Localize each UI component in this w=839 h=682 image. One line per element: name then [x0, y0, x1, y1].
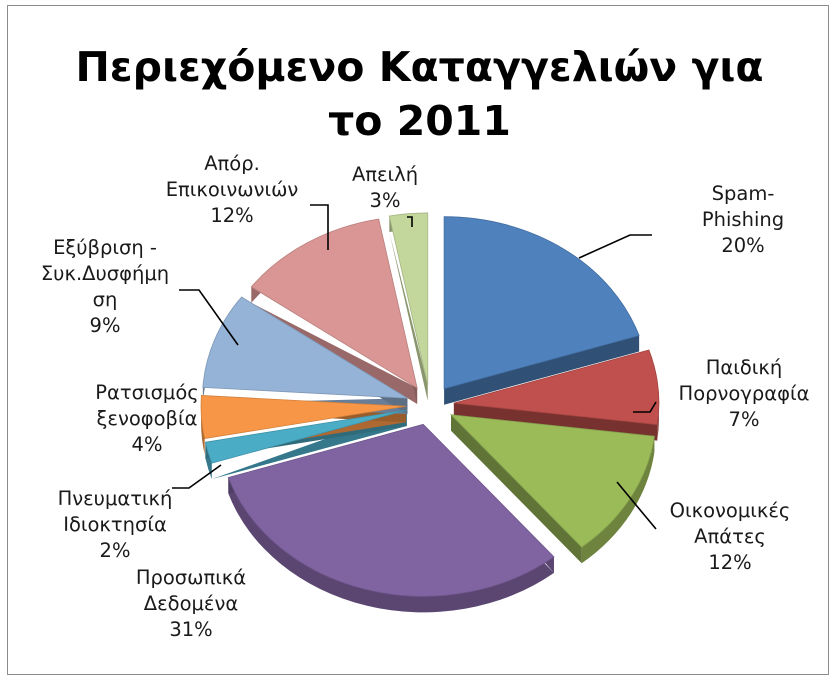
data-label-text: Ιδιοκτησία	[63, 513, 167, 536]
data-label-απόρ-επικοινωνιών: Απόρ. Επικοινωνιών 12%	[142, 151, 322, 229]
data-label-text: Spam-	[711, 182, 775, 205]
leader-line-παιδική-πορνογραφία	[633, 401, 657, 413]
data-label-text: Εξύβριση -	[53, 236, 157, 259]
data-label-text: ξενοφοβία	[96, 407, 198, 430]
data-label-text: Πορνογραφία	[678, 382, 810, 405]
data-label-text: Οικονομικές	[669, 499, 791, 522]
leader-line-απόρ-επικοινωνιών	[310, 204, 329, 250]
slice-spam-phishing	[443, 216, 640, 390]
data-label-percent: 4%	[131, 433, 163, 456]
data-label-percent: 31%	[169, 618, 213, 641]
chart-title: Περιεχόμενο Καταγγελιών για το 2011	[0, 40, 839, 148]
slice-προσωπικά-δεδομένα	[227, 423, 555, 597]
slice-εξύβριση-συκ-δυσφήμηση	[202, 296, 408, 399]
leader-lines	[172, 204, 657, 530]
data-label-text: Συκ.Δυσφήμη	[40, 262, 170, 285]
slice-πνευματική-ιδιοκτησία	[204, 409, 407, 464]
data-label-text: ση	[92, 288, 118, 311]
data-label-percent: 9%	[89, 314, 121, 337]
chart-title-line-2: το 2011	[328, 97, 511, 145]
slice-tops	[200, 212, 660, 597]
data-label-ρατσισμός-ξενοφοβία: Ρατσισμός ξενοφοβία 4%	[62, 380, 232, 458]
slice-απόρ-επικοινωνιών	[250, 218, 418, 389]
data-label-text: Προσωπικά	[135, 566, 247, 589]
data-label-text: Ρατσισμός	[95, 381, 199, 404]
data-label-παιδική-πορνογραφία: Παιδική Πορνογραφία 7%	[659, 355, 829, 433]
data-label-οικονομικές-απάτες: Οικονομικές Απάτες 12%	[640, 498, 820, 576]
leader-line-οικονομικές-απάτες	[616, 481, 657, 530]
slice-ρατσισμός-ξενοφοβία	[200, 395, 407, 439]
data-label-εξύβριση-συκ-δυσφήμηση: Εξύβριση - Συκ.Δυσφήμη ση 9%	[30, 235, 180, 339]
data-label-text: Επικοινωνιών	[165, 178, 299, 201]
slice-παιδική-πορνογραφία	[453, 349, 660, 426]
leader-line-εξύβριση-συκ-δυσφήμηση	[179, 289, 239, 346]
slice-edge-οικονομικές-απάτες	[451, 414, 582, 564]
data-label-text: Απόρ.	[204, 152, 260, 175]
slice-edge-spam-phishing	[444, 335, 640, 405]
data-label-percent: 12%	[708, 551, 752, 574]
data-label-percent: 2%	[99, 539, 131, 562]
data-label-percent: 12%	[210, 204, 254, 227]
data-label-spam-phishing: Spam- Phishing 20%	[668, 181, 818, 259]
chart-title-line-1: Περιεχόμενο Καταγγελιών για	[75, 43, 764, 91]
slice-απειλή	[388, 212, 429, 386]
data-label-percent: 7%	[728, 408, 760, 431]
data-label-text: Απάτες	[694, 525, 766, 548]
leader-line-πνευματική-ιδιοκτησία	[172, 464, 222, 489]
leader-line-spam-phishing	[578, 234, 652, 259]
data-label-text: Phishing	[701, 208, 785, 231]
data-label-text: Πνευματική	[57, 487, 173, 510]
data-label-προσωπικά-δεδομένα: Προσωπικά Δεδομένα 31%	[116, 565, 266, 643]
data-label-πνευματική-ιδιοκτησία: Πνευματική Ιδιοκτησία 2%	[25, 486, 205, 564]
data-label-text: Παιδική	[705, 356, 783, 379]
data-label-percent: 20%	[721, 234, 765, 257]
data-label-απειλή: Απειλή 3%	[325, 162, 445, 214]
data-label-text: Δεδομένα	[143, 592, 239, 615]
data-label-percent: 3%	[369, 189, 401, 212]
leader-line-απειλή	[407, 216, 413, 227]
data-label-text: Απειλή	[351, 163, 419, 186]
